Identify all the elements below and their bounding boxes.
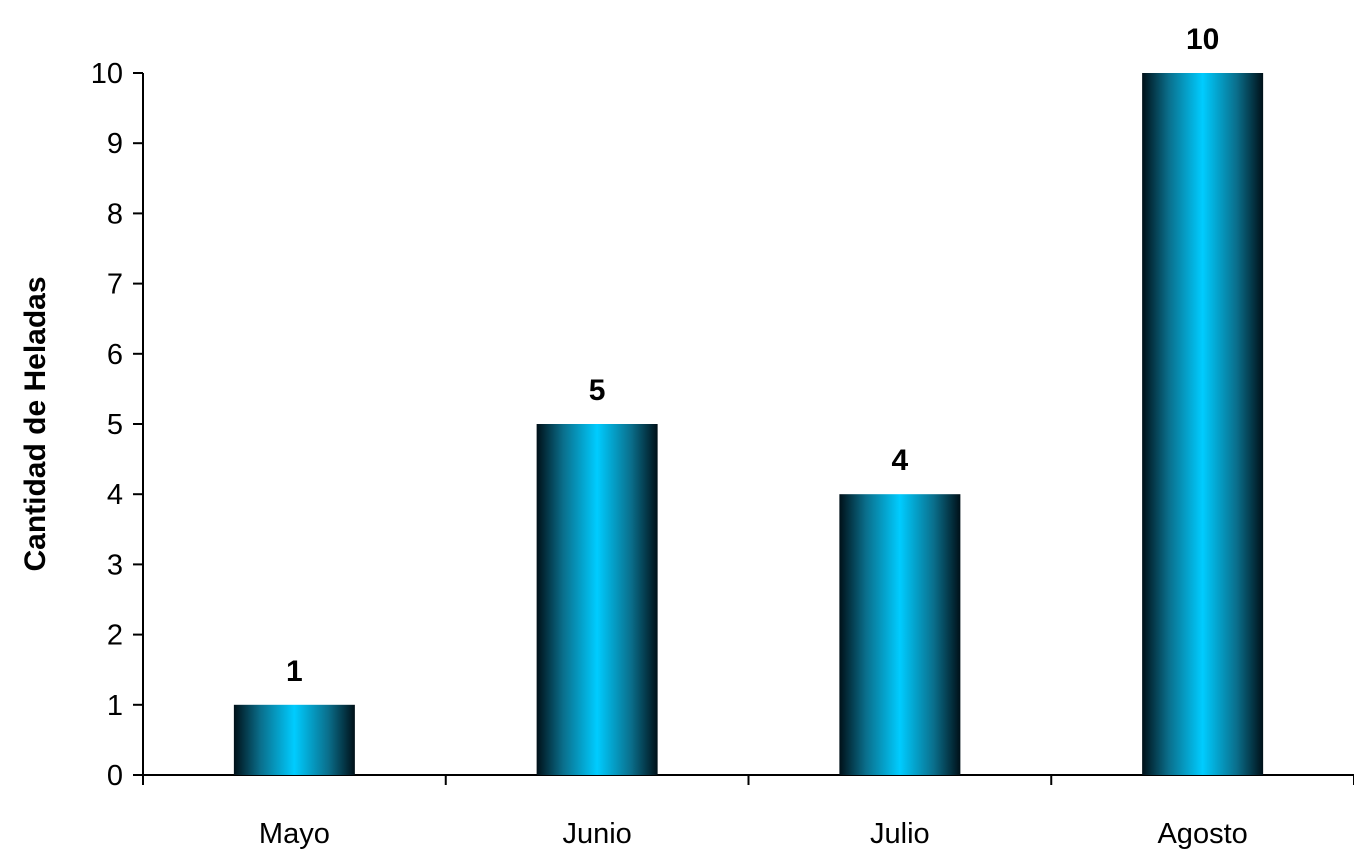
category-labels: Mayo Junio Julio Agosto [259,818,1248,850]
x-axis [142,774,1354,785]
data-label-mayo: 1 [286,655,303,688]
y-tick-label: 7 [107,269,123,301]
x-tick-label-julio: Julio [870,818,930,850]
bar-julio [839,494,961,775]
data-label-junio: 5 [589,374,606,407]
y-tick-label: 1 [107,690,123,722]
data-labels: 1 5 4 10 [286,23,1219,688]
x-tick-label-mayo: Mayo [259,818,330,850]
y-tick-label: 9 [107,128,123,160]
bar-junio [536,424,658,775]
y-axis: 0 1 2 3 4 5 6 7 8 9 10 [91,58,144,792]
y-tick-label: 8 [107,198,123,230]
y-axis-title: Cantidad de Heladas [19,276,52,571]
y-tick-label: 6 [107,339,123,371]
x-tick-label-junio: Junio [562,818,631,850]
bar-mayo [233,704,355,775]
bar-agosto [1142,73,1264,775]
y-tick-label: 5 [107,409,123,441]
y-tick-label: 3 [107,549,123,581]
y-tick-label: 0 [107,760,123,792]
data-label-julio: 4 [892,444,909,477]
bar-series [233,73,1264,775]
y-tick-label: 2 [107,620,123,652]
y-tick-label: 10 [91,58,123,90]
x-tick-label-agosto: Agosto [1157,818,1247,850]
y-tick-label: 4 [107,479,123,511]
data-label-agosto: 10 [1186,23,1219,56]
